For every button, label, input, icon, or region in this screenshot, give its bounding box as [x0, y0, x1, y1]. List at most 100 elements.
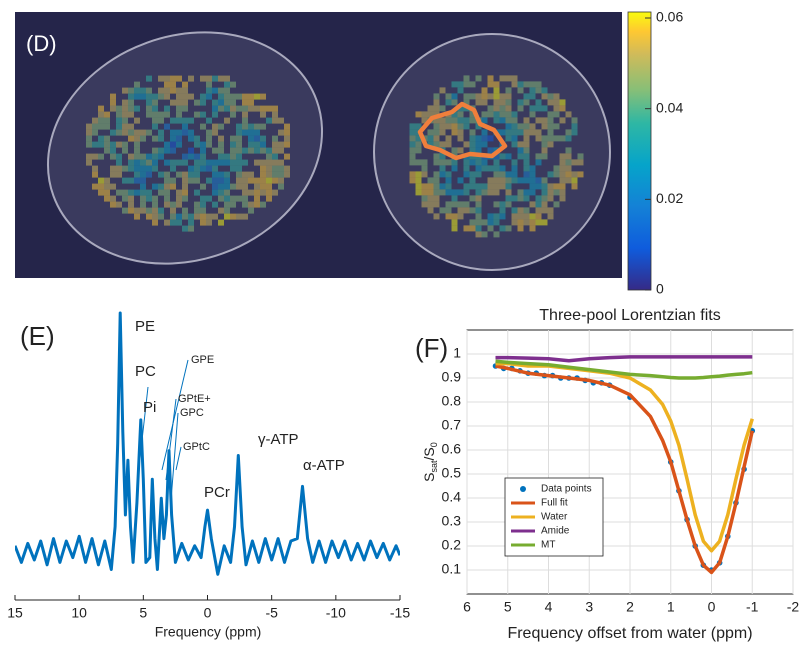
image-pixel	[170, 147, 176, 154]
image-pixel	[218, 159, 224, 166]
image-pixel	[158, 87, 164, 94]
image-pixel	[451, 93, 458, 100]
image-pixel	[206, 165, 212, 172]
image-pixel	[254, 93, 260, 100]
image-pixel	[541, 219, 548, 226]
image-pixel	[134, 189, 140, 196]
image-pixel	[517, 123, 524, 130]
leader-line	[161, 359, 189, 471]
image-pixel	[487, 189, 494, 196]
image-pixel	[212, 99, 218, 106]
image-pixel	[110, 183, 116, 190]
image-pixel	[451, 225, 458, 232]
image-pixel	[188, 213, 194, 220]
image-pixel	[116, 111, 122, 118]
image-pixel	[284, 165, 290, 172]
image-pixel	[433, 177, 440, 184]
image-pixel	[158, 207, 164, 214]
image-pixel	[451, 189, 458, 196]
image-pixel	[158, 93, 164, 100]
image-pixel	[475, 135, 482, 142]
image-pixel	[517, 189, 524, 196]
image-pixel	[236, 93, 242, 100]
image-pixel	[266, 195, 272, 202]
image-pixel	[511, 75, 518, 82]
image-pixel	[194, 153, 200, 160]
image-pixel	[200, 147, 206, 154]
y-tick-label: 0.2	[442, 537, 462, 553]
image-pixel	[140, 153, 146, 160]
x-tick-label: -15	[390, 605, 410, 621]
image-pixel	[248, 99, 254, 106]
image-pixel	[475, 99, 482, 106]
image-pixel	[140, 159, 146, 166]
image-pixel	[194, 111, 200, 118]
image-pixel	[535, 213, 542, 220]
image-pixel	[499, 75, 506, 82]
image-pixel	[218, 147, 224, 154]
image-pixel	[218, 219, 224, 226]
image-pixel	[547, 129, 554, 136]
image-pixel	[266, 105, 272, 112]
image-pixel	[469, 219, 476, 226]
image-pixel	[517, 153, 524, 160]
image-pixel	[517, 213, 524, 220]
image-pixel	[224, 93, 230, 100]
image-pixel	[158, 135, 164, 142]
image-pixel	[427, 183, 434, 190]
image-pixel	[499, 207, 506, 214]
image-pixel	[278, 117, 284, 124]
image-pixel	[206, 219, 212, 226]
image-pixel	[463, 189, 470, 196]
image-pixel	[134, 105, 140, 112]
image-pixel	[176, 99, 182, 106]
image-pixel	[511, 129, 518, 136]
image-pixel	[176, 159, 182, 166]
image-pixel	[212, 171, 218, 178]
image-pixel	[529, 189, 536, 196]
image-pixel	[152, 99, 158, 106]
image-pixel	[224, 117, 230, 124]
image-pixel	[415, 159, 422, 166]
image-pixel	[433, 135, 440, 142]
image-pixel	[122, 111, 128, 118]
image-pixel	[218, 87, 224, 94]
colorbar-tick-label: 0	[656, 281, 664, 297]
image-pixel	[134, 117, 140, 124]
image-pixel	[487, 219, 494, 226]
image-pixel	[421, 183, 428, 190]
image-pixel	[260, 147, 266, 154]
image-pixel	[224, 81, 230, 88]
image-pixel	[487, 93, 494, 100]
image-pixel	[152, 93, 158, 100]
image-pixel	[188, 177, 194, 184]
image-pixel	[200, 99, 206, 106]
image-pixel	[451, 213, 458, 220]
image-pixel	[559, 105, 566, 112]
image-pixel	[427, 195, 434, 202]
image-pixel	[152, 153, 158, 160]
image-pixel	[152, 207, 158, 214]
image-pixel	[194, 159, 200, 166]
image-pixel	[481, 111, 488, 118]
peak-annotation: PCr	[204, 484, 230, 501]
image-pixel	[104, 111, 110, 118]
image-pixel	[134, 129, 140, 136]
image-pixel	[194, 141, 200, 148]
image-pixel	[158, 147, 164, 154]
image-pixel	[230, 135, 236, 142]
image-pixel	[230, 99, 236, 106]
image-pixel	[445, 117, 452, 124]
image-pixel	[272, 153, 278, 160]
image-pixel	[511, 165, 518, 172]
image-pixel	[164, 219, 170, 226]
image-pixel	[439, 207, 446, 214]
legend-label: Amide	[541, 526, 570, 537]
image-pixel	[511, 135, 518, 142]
image-pixel	[439, 165, 446, 172]
image-pixel	[493, 111, 500, 118]
image-pixel	[182, 153, 188, 160]
x-tick-label: 10	[71, 605, 87, 621]
image-pixel	[218, 141, 224, 148]
image-pixel	[152, 135, 158, 142]
